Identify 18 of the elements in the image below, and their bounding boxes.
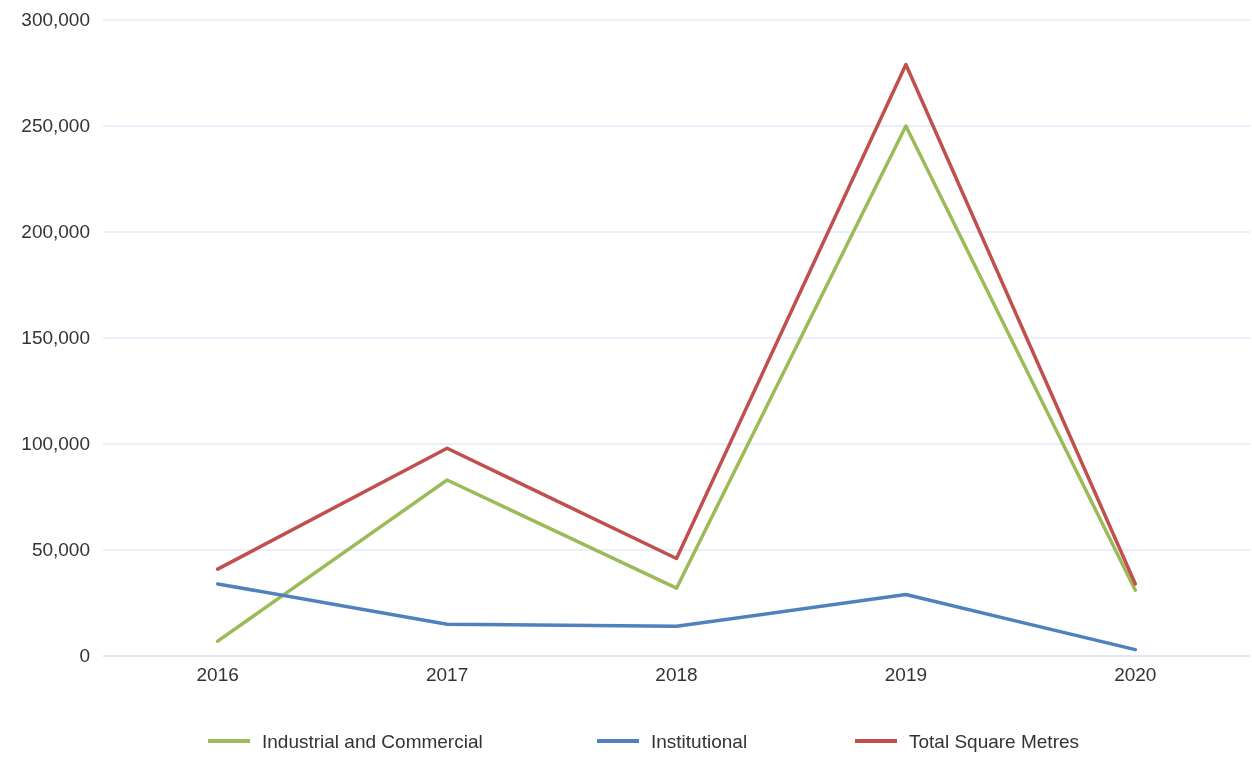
x-tick-label: 2016 — [196, 664, 239, 685]
x-tick-label: 2018 — [655, 664, 698, 685]
y-tick-label: 200,000 — [21, 221, 90, 242]
y-tick-label: 150,000 — [21, 327, 90, 348]
x-tick-label: 2019 — [884, 664, 928, 685]
y-tick-label: 100,000 — [21, 433, 90, 454]
x-tick-label: 2020 — [1114, 664, 1157, 685]
y-tick-label: 300,000 — [21, 9, 90, 30]
y-tick-label: 250,000 — [21, 115, 90, 136]
y-tick-label: 0 — [79, 645, 90, 666]
legend-label: Industrial and Commercial — [262, 731, 483, 752]
x-tick-label: 2017 — [425, 664, 469, 685]
legend-label: Total Square Metres — [909, 731, 1080, 752]
legend-label: Institutional — [651, 731, 748, 752]
y-tick-label: 50,000 — [31, 539, 90, 560]
line-series — [215, 582, 1138, 652]
line-series — [215, 124, 1138, 643]
line-series — [215, 62, 1138, 586]
